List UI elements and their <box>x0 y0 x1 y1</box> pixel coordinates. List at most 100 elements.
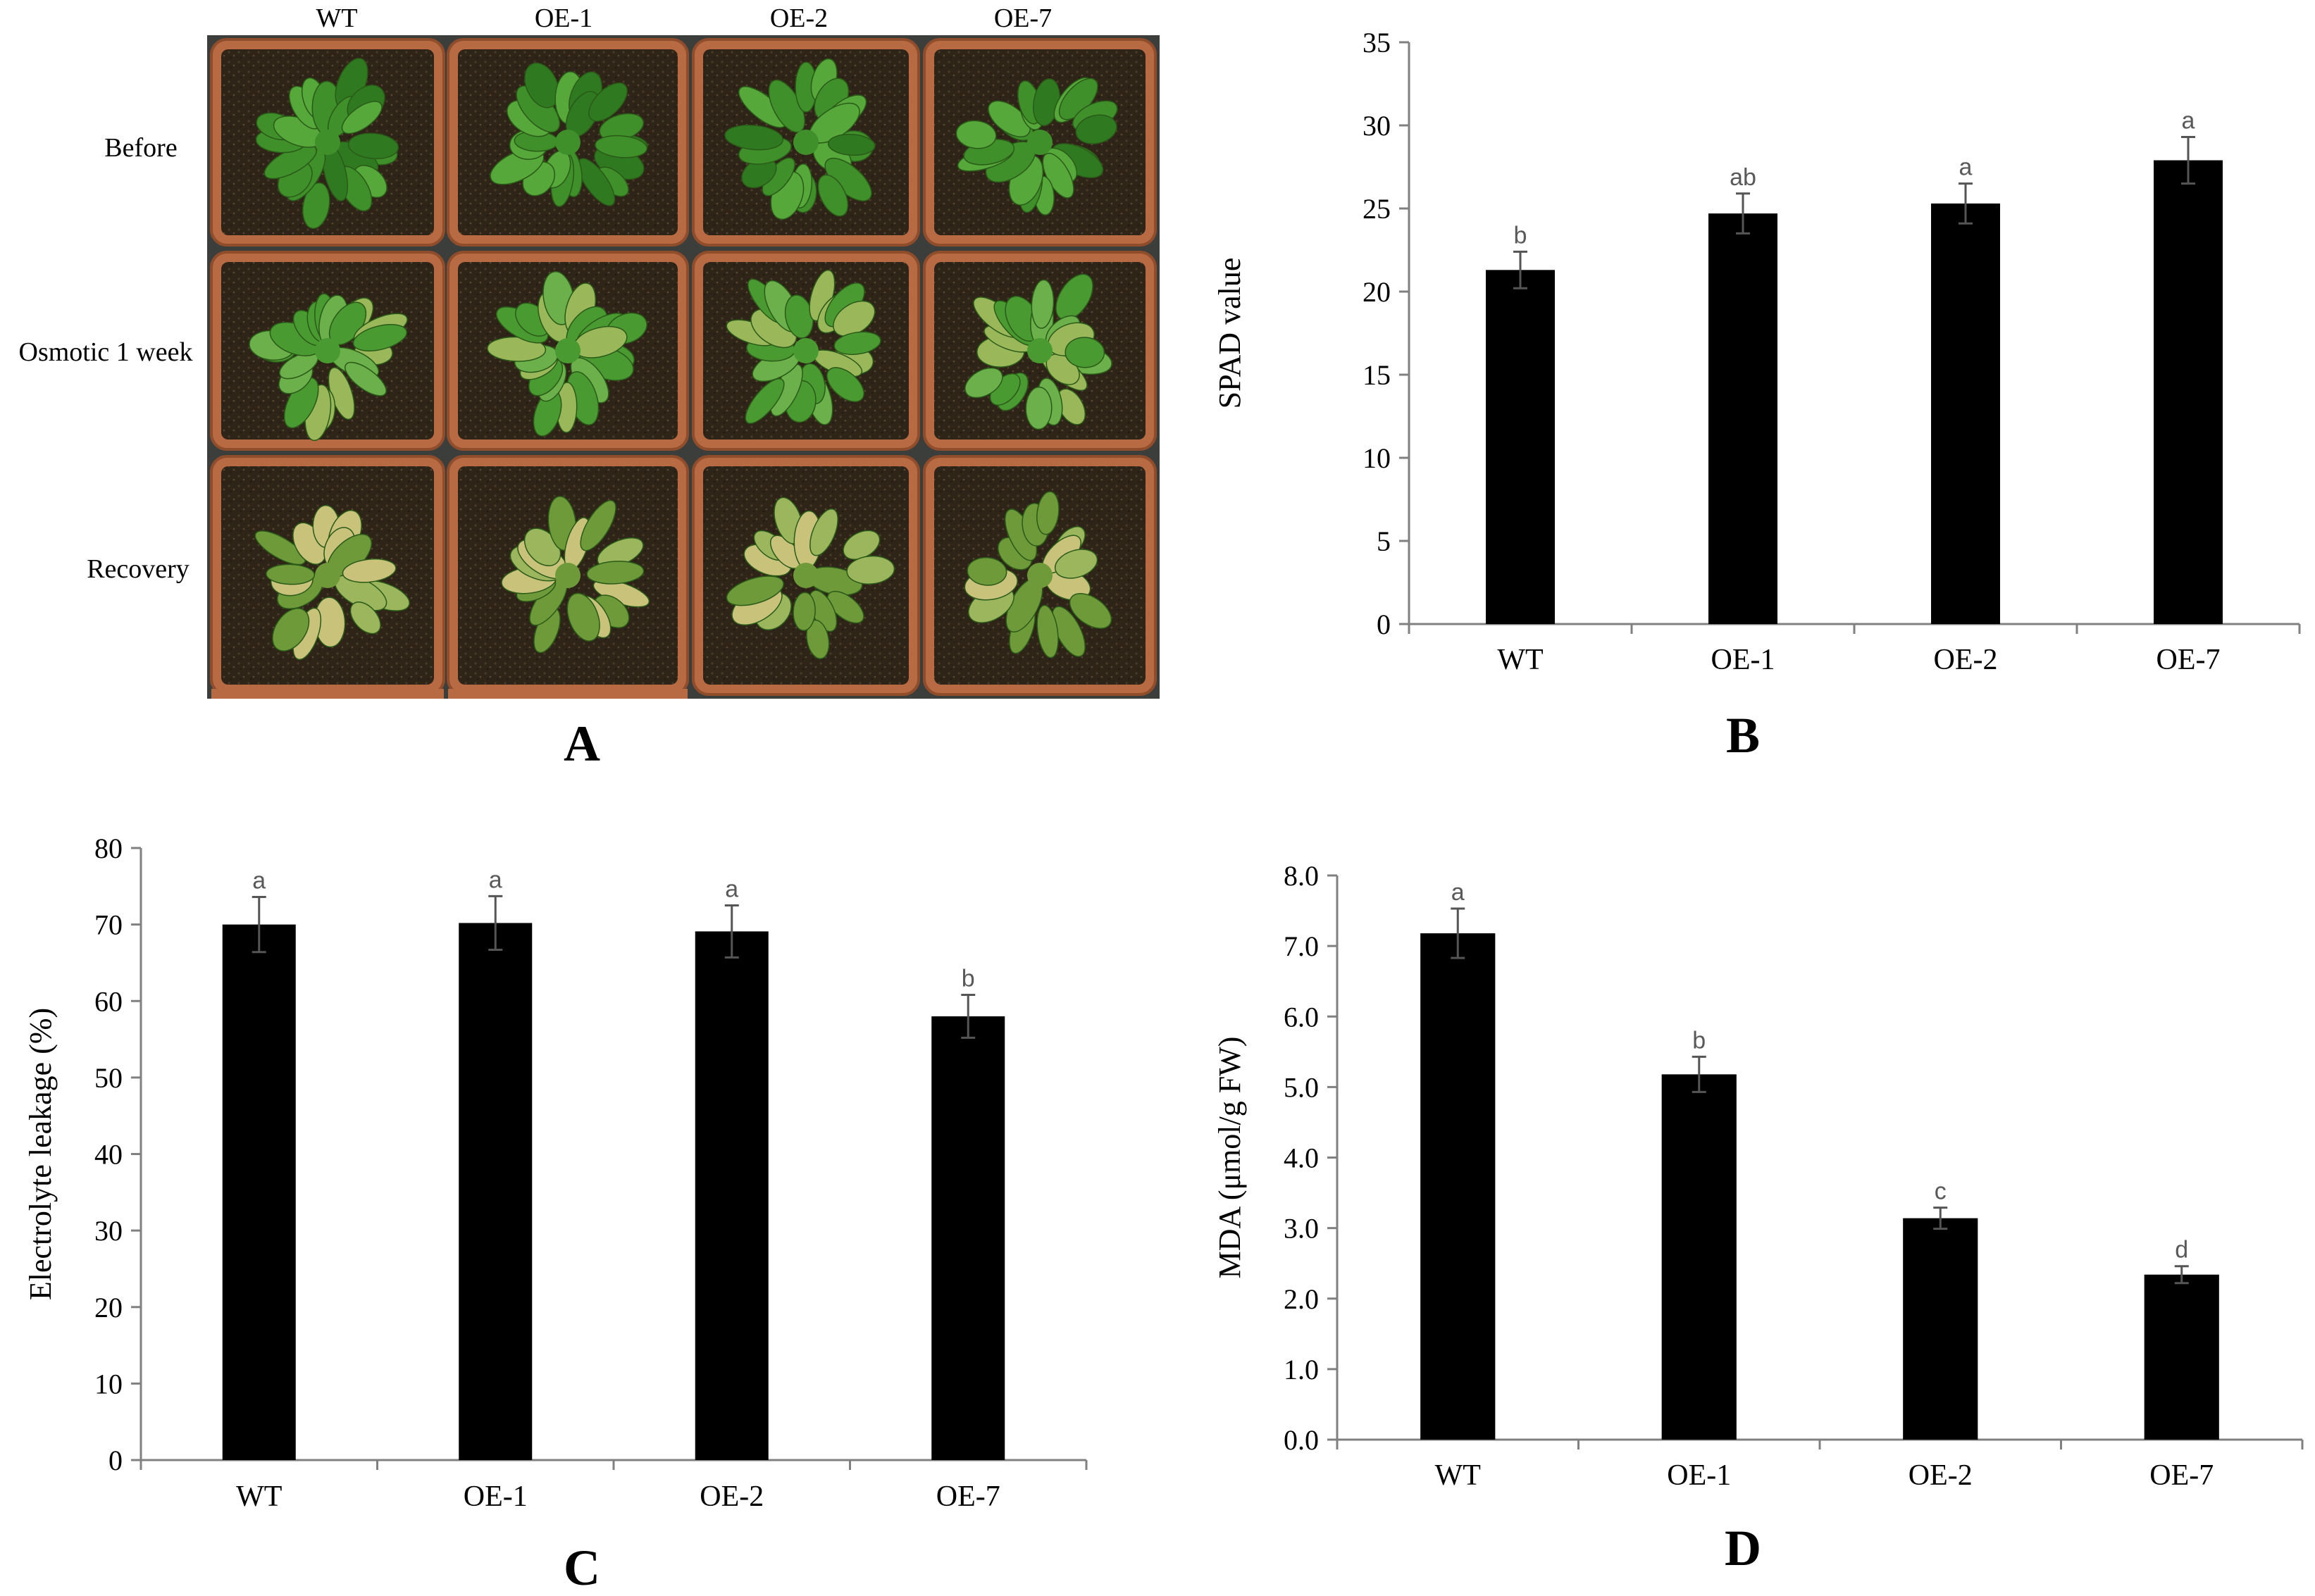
panel-b-significance-label: ab <box>1730 164 1756 191</box>
panel-b-y-tick-label: 30 <box>1363 110 1391 142</box>
chart-panel-c: 0 10 20 30 40 50 60 70 80 a WT a OE-1 a OE-2 b OE-7 Elect… <box>23 833 1088 1596</box>
panel-c-y-axis-title: Electrolyte leakage (%) <box>23 1008 58 1300</box>
panel-c-category-label: OE-2 <box>700 1480 764 1513</box>
plant-pot <box>692 251 920 451</box>
panel-c-category-label: WT <box>236 1480 282 1513</box>
panel-d-bar <box>2144 1274 2219 1440</box>
panel-b-letter: B <box>1726 707 1760 763</box>
panel-c-significance-label: a <box>252 868 266 894</box>
panel-d-y-tick-label: 5.0 <box>1284 1071 1319 1103</box>
plant-pot <box>692 38 920 247</box>
panel-b-significance-label: a <box>2182 108 2195 135</box>
panel-a-column-label-oe2: OE-2 <box>770 4 828 33</box>
panel-d-significance-label: d <box>2175 1237 2188 1264</box>
plant-pot <box>923 38 1157 247</box>
panel-c-bar <box>459 923 533 1460</box>
panel-b-bar <box>1931 203 2000 624</box>
panel-d-significance-label: c <box>1935 1178 1947 1205</box>
panel-b-y-tick-label: 5 <box>1377 525 1391 557</box>
panel-a-row-label-osmotic: Osmotic 1 week <box>19 337 193 367</box>
chart-panel-b: 0 5 10 15 20 25 30 35 b WT ab OE-1 a OE-2 a OE-7 SPAD va… <box>1212 27 2301 763</box>
panel-d-significance-label: a <box>1451 879 1465 906</box>
panel-b-error-bar <box>2181 136 2195 185</box>
panel-b-bar <box>1486 270 1555 624</box>
panel-c-bar <box>931 1016 1005 1460</box>
panel-c-y-tick-label: 20 <box>94 1292 123 1323</box>
plant-pot <box>210 455 445 696</box>
panel-d-y-tick-label: 4.0 <box>1284 1142 1319 1174</box>
chart-panel-d: 0.0 1.0 2.0 3.0 4.0 5.0 6.0 7.0 8.0 a WT b OE-1 c OE-2… <box>1212 860 2304 1576</box>
plant-pot <box>692 455 920 696</box>
panel-b-bar <box>2154 160 2223 624</box>
panel-b-error-bar <box>1736 192 1750 235</box>
panel-b-error-bar <box>1959 182 1973 225</box>
panel-c-y-tick-label: 40 <box>94 1139 123 1171</box>
plant-pot-edge <box>448 689 688 699</box>
panel-d-significance-label: b <box>1692 1027 1706 1054</box>
panel-b-y-tick-label: 35 <box>1363 27 1391 58</box>
panel-d-bar <box>1661 1074 1737 1440</box>
plant-pot <box>923 455 1157 696</box>
panel-c-letter: C <box>564 1540 600 1592</box>
panel-c-y-tick-label: 50 <box>94 1062 123 1094</box>
panel-c-y-tick-label: 0 <box>108 1445 123 1476</box>
panel-a-column-label-oe7: OE-7 <box>994 4 1052 33</box>
panel-d-bar <box>1420 933 1496 1440</box>
panel-c-error-bar <box>724 904 739 959</box>
plant-pot-edge <box>211 689 444 699</box>
panel-d-y-tick-label: 0.0 <box>1284 1424 1319 1456</box>
panel-b-category-label: OE-7 <box>2156 644 2221 676</box>
panel-d-letter: D <box>1725 1520 1761 1576</box>
panel-c-error-bar <box>488 894 503 951</box>
plant-pot <box>447 38 689 247</box>
panel-b-category-label: WT <box>1497 644 1543 676</box>
panel-b-significance-label: b <box>1514 222 1527 249</box>
panel-d-y-tick-label: 2.0 <box>1284 1283 1319 1315</box>
panel-a-row-label-recovery: Recovery <box>87 554 190 584</box>
panel-c-significance-label: b <box>962 966 975 992</box>
panel-c-error-bar <box>961 994 976 1039</box>
panel-c-significance-label: a <box>489 866 502 893</box>
panel-b-y-tick-label: 20 <box>1363 276 1391 308</box>
plant-pots <box>210 38 1157 699</box>
plant-pot <box>210 251 445 451</box>
panel-c-category-label: OE-7 <box>936 1480 1000 1513</box>
panel-d-category-label: OE-2 <box>1909 1459 1973 1492</box>
panel-d-y-tick-label: 7.0 <box>1284 930 1319 962</box>
panel-b-y-tick-label: 10 <box>1363 442 1391 474</box>
plant-pot <box>447 455 689 696</box>
panel-c-bar <box>695 931 769 1460</box>
panel-a-column-label-oe1: OE-1 <box>535 4 592 33</box>
panel-b-category-label: OE-1 <box>1711 644 1775 676</box>
panel-b-y-tick-label: 25 <box>1363 193 1391 225</box>
panel-b-y-tick-label: 0 <box>1377 609 1391 640</box>
panel-d-category-label: OE-7 <box>2149 1459 2214 1492</box>
panel-b-y-axis-title: SPAD value <box>1212 258 1247 409</box>
panel-a-row-label-before: Before <box>104 133 177 163</box>
panel-c-y-tick-label: 60 <box>94 985 123 1017</box>
panel-c-y-tick-label: 70 <box>94 909 123 941</box>
panel-d-error-bar <box>2174 1265 2189 1285</box>
panel-b-category-label: OE-2 <box>1934 644 1998 676</box>
panel-c-y-tick-label: 10 <box>94 1368 123 1399</box>
panel-b-bar <box>1708 213 1777 625</box>
panel-c-significance-label: a <box>725 875 738 902</box>
panel-b-y-tick-label: 15 <box>1363 359 1391 391</box>
panel-a-column-label-wt: WT <box>316 4 357 33</box>
panel-d-y-tick-label: 6.0 <box>1284 1001 1319 1033</box>
panel-b-error-bar <box>1513 250 1527 289</box>
panel-b-significance-label: a <box>1959 154 1973 181</box>
panel-d-bar <box>1903 1218 1978 1440</box>
panel-d-y-tick-label: 1.0 <box>1284 1354 1319 1385</box>
panel-c-y-tick-label: 80 <box>94 833 123 864</box>
plant-pot <box>923 251 1157 451</box>
panel-c-error-bar <box>252 896 266 954</box>
panel-a-photo: WT OE-1 OE-2 OE-7 Before Osmotic 1 week … <box>19 4 1160 772</box>
plant-pot <box>210 38 445 247</box>
panel-d-y-tick-label: 3.0 <box>1284 1213 1319 1245</box>
panel-d-error-bar <box>1451 907 1465 959</box>
panel-d-error-bar <box>1933 1207 1948 1230</box>
panel-d-y-axis-title: MDA (μmol/g FW) <box>1212 1037 1247 1279</box>
panel-c-bar <box>222 924 296 1460</box>
